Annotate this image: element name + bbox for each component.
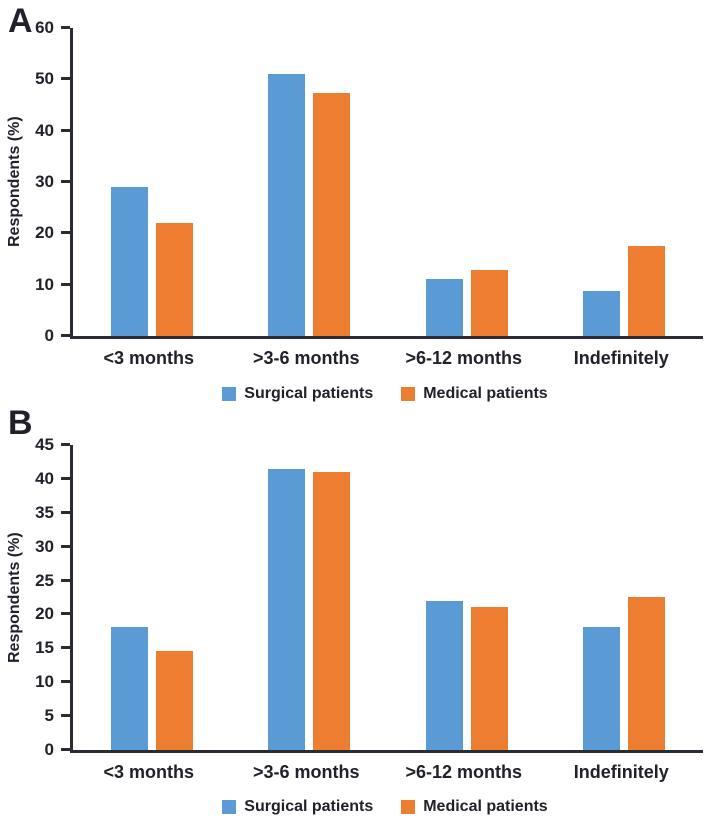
bar-surgical-patients-3-6-months — [268, 468, 306, 750]
bar-surgical-patients-6-12-months — [425, 600, 463, 750]
y-tick-label: 25 — [35, 570, 54, 590]
x-category-label-3-6-months: >3-6 months — [252, 348, 360, 368]
y-tick-label: 40 — [35, 468, 54, 488]
y-tick-mark — [61, 231, 70, 235]
panel-b-letter: B — [8, 404, 33, 442]
bar-medical-patients-6-12-months — [470, 607, 508, 750]
x-category-label-6-12-months: >6-12 months — [405, 348, 523, 368]
x-category-label-6-12-months: >6-12 months — [405, 762, 523, 782]
y-tick-mark — [61, 26, 70, 29]
bar-surgical-patients-indefinitely — [583, 291, 621, 336]
legend-label: Surgical patients — [244, 385, 374, 402]
y-tick-label: 30 — [35, 536, 54, 556]
legend-label: Medical patients — [423, 798, 548, 815]
bar-medical-patients-indefinitely — [628, 596, 666, 750]
bar-group-3-months — [110, 445, 193, 750]
y-tick-mark — [61, 282, 70, 286]
y-tick-mark — [61, 680, 70, 684]
bar-group-6-12-months — [425, 28, 508, 336]
legend-swatch-icon — [401, 387, 416, 401]
bar-medical-patients-3-months — [155, 651, 193, 750]
y-tick-mark — [61, 612, 70, 616]
bar-group-6-12-months — [425, 445, 508, 750]
bar-surgical-patients-3-6-months — [268, 74, 306, 336]
legend-label: Medical patients — [423, 385, 548, 402]
bar-surgical-patients-6-12-months — [425, 278, 463, 336]
bar-surgical-patients-3-months — [110, 627, 148, 750]
legend-item-medical-patients: Medical patients — [401, 798, 548, 816]
y-tick-label: 20 — [35, 223, 54, 243]
bar-group-indefinitely — [583, 28, 666, 336]
y-tick-mark — [61, 544, 70, 548]
bar-medical-patients-3-6-months — [313, 92, 351, 336]
panel-a-letter: A — [8, 2, 33, 40]
bar-medical-patients-3-6-months — [313, 472, 351, 750]
panel-a: A Respondents (%) 0 10 20 30 40 50 60 <3 month… — [0, 2, 703, 403]
y-tick-mark — [61, 180, 70, 183]
bar-group-3-6-months — [268, 445, 351, 750]
bar-group-3-6-months — [268, 28, 351, 336]
y-tick-mark — [61, 578, 70, 582]
y-tick-mark — [61, 646, 70, 650]
x-category-label-indefinitely: Indefinitely — [573, 762, 669, 782]
y-tick-label: 45 — [35, 435, 54, 454]
x-category-label-indefinitely: Indefinitely — [573, 348, 669, 368]
y-tick-mark — [61, 510, 70, 514]
plot-area — [70, 28, 703, 339]
y-tick-mark — [61, 443, 70, 446]
legend: Surgical patients Medical patients — [70, 798, 700, 816]
y-tick-label: 20 — [35, 604, 54, 624]
y-tick-label: 40 — [35, 120, 54, 140]
bar-medical-patients-indefinitely — [628, 245, 666, 336]
x-category-label-3-months: <3 months — [103, 762, 195, 782]
y-tick-label: 35 — [35, 502, 54, 522]
bar-group-3-months — [110, 28, 193, 336]
bar-medical-patients-6-12-months — [470, 270, 508, 336]
y-tick-label: 15 — [35, 638, 54, 658]
panel-b: B Respondents (%) 0 5 10 15 20 25 30 35 40 45 <3 … — [0, 406, 709, 830]
y-tick-label: 10 — [35, 274, 54, 294]
y-tick-label: 10 — [35, 672, 54, 692]
legend: Surgical patients Medical patients — [70, 385, 700, 403]
x-category-labels: <3 months >3-6 months >6-12 months Indefini… — [70, 762, 700, 783]
legend-label: Surgical patients — [244, 798, 374, 815]
y-tick-label: 5 — [44, 706, 54, 726]
y-tick-mark — [61, 128, 70, 132]
bar-surgical-patients-3-months — [110, 187, 148, 336]
legend-swatch-icon — [401, 800, 416, 814]
y-tick-mark — [61, 334, 70, 337]
bar-surgical-patients-indefinitely — [583, 626, 621, 750]
y-tick-label: 0 — [44, 326, 54, 345]
y-tick-mark — [61, 714, 70, 718]
y-axis: 0 5 10 15 20 25 30 35 40 45 — [0, 435, 70, 759]
y-tick-mark — [61, 476, 70, 480]
legend-item-medical-patients: Medical patients — [401, 385, 548, 403]
y-tick-label: 50 — [35, 69, 54, 89]
y-tick-label: 60 — [35, 18, 54, 37]
x-category-labels: <3 months >3-6 months >6-12 months Indefini… — [70, 348, 700, 369]
y-tick-label: 30 — [35, 172, 54, 191]
y-tick-mark — [61, 77, 70, 81]
legend-item-surgical-patients: Surgical patients — [222, 798, 373, 816]
legend-item-surgical-patients: Surgical patients — [222, 385, 373, 403]
x-category-label-3-6-months: >3-6 months — [252, 762, 360, 782]
y-tick-mark — [61, 748, 70, 751]
y-axis: 0 10 20 30 40 50 60 — [0, 18, 70, 345]
legend-swatch-icon — [222, 800, 237, 814]
plot-area — [70, 445, 703, 753]
legend-swatch-icon — [222, 387, 237, 401]
bar-group-indefinitely — [583, 445, 666, 750]
bar-medical-patients-3-months — [155, 223, 193, 336]
x-category-label-3-months: <3 months — [103, 348, 195, 368]
y-tick-label: 0 — [44, 740, 54, 759]
